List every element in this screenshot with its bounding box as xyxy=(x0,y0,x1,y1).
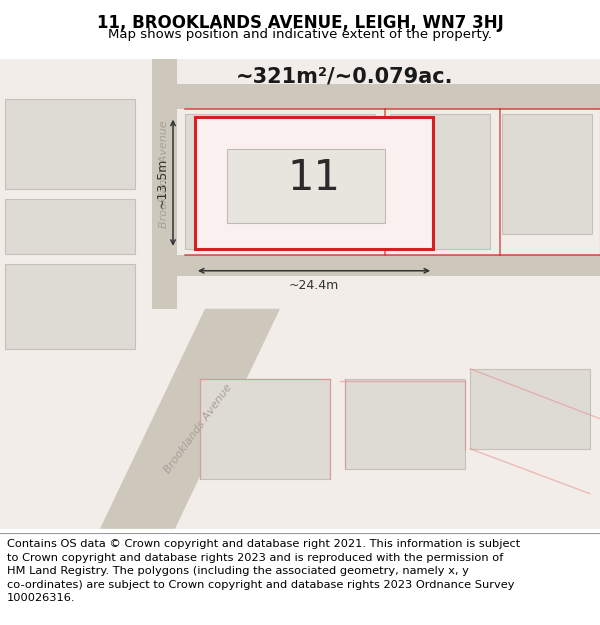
Polygon shape xyxy=(152,84,600,109)
Bar xyxy=(227,149,385,222)
Text: Brooklands Avenue: Brooklands Avenue xyxy=(163,382,233,475)
Text: 11, BROOKLANDS AVENUE, LEIGH, WN7 3HJ: 11, BROOKLANDS AVENUE, LEIGH, WN7 3HJ xyxy=(97,14,503,32)
Polygon shape xyxy=(152,59,177,309)
Text: Brooklands Avenue: Brooklands Avenue xyxy=(159,120,169,228)
Bar xyxy=(185,59,380,79)
Text: ~321m²/~0.079ac.: ~321m²/~0.079ac. xyxy=(235,67,453,87)
Polygon shape xyxy=(100,309,280,529)
Bar xyxy=(390,114,490,249)
Bar xyxy=(345,379,465,469)
Bar xyxy=(195,117,433,249)
Bar xyxy=(200,379,330,479)
Bar xyxy=(5,99,135,189)
Bar xyxy=(5,264,135,349)
Text: ~24.4m: ~24.4m xyxy=(289,279,339,292)
Bar xyxy=(5,199,135,254)
Text: Contains OS data © Crown copyright and database right 2021. This information is : Contains OS data © Crown copyright and d… xyxy=(7,539,520,603)
Bar xyxy=(185,114,375,249)
Polygon shape xyxy=(177,255,600,276)
Text: 11: 11 xyxy=(287,157,341,199)
Bar xyxy=(502,114,592,234)
Text: ~13.5m: ~13.5m xyxy=(156,158,169,208)
Bar xyxy=(470,369,590,449)
Text: Map shows position and indicative extent of the property.: Map shows position and indicative extent… xyxy=(108,28,492,41)
